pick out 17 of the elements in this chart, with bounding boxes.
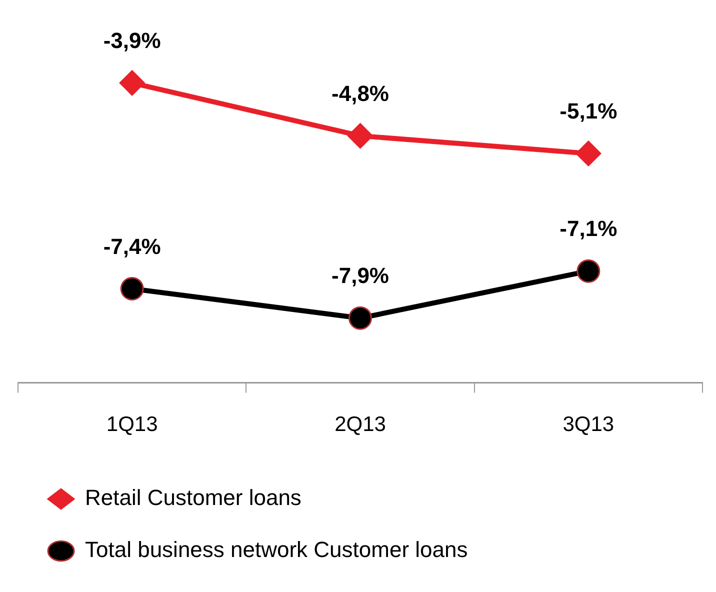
point bbox=[348, 123, 373, 149]
point bbox=[120, 276, 144, 300]
data-label: -7,9% bbox=[332, 263, 389, 288]
legend-label: Total business network Customer loans bbox=[85, 537, 468, 562]
point bbox=[576, 140, 602, 166]
data-label: -3,9% bbox=[103, 28, 161, 53]
data-label: -7,4% bbox=[103, 234, 161, 259]
point bbox=[576, 259, 600, 283]
x-tick-label: 1Q13 bbox=[106, 413, 158, 436]
data-label: -7,1% bbox=[560, 216, 618, 242]
point bbox=[348, 306, 372, 330]
x-tick-label: 3Q13 bbox=[562, 413, 614, 436]
point bbox=[119, 70, 145, 96]
x-tick-label: 2Q13 bbox=[334, 413, 386, 436]
data-label: -4,8% bbox=[332, 80, 389, 106]
data-label: -5,1% bbox=[560, 98, 618, 124]
legend-label: Retail Customer loans bbox=[85, 485, 302, 510]
